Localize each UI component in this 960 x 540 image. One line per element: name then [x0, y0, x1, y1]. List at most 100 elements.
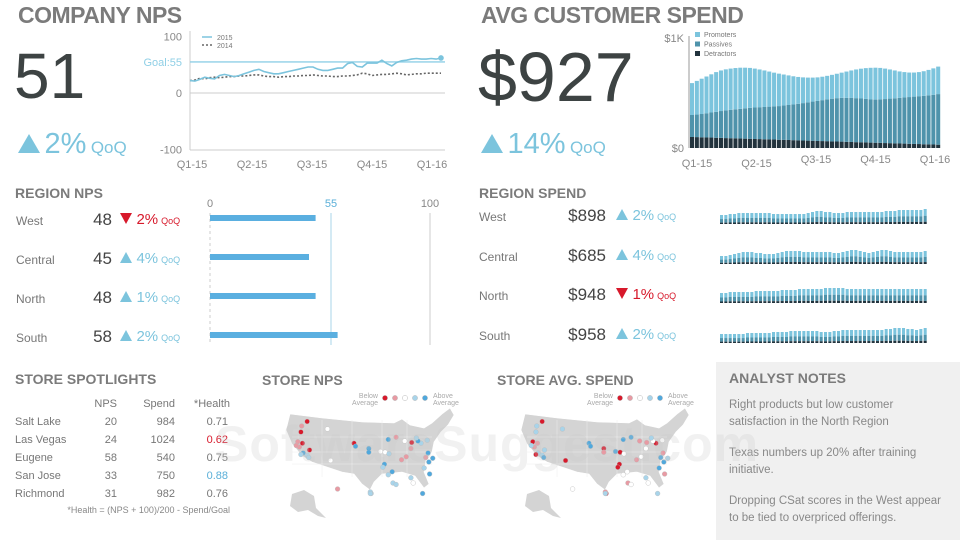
spark-bar: [828, 340, 832, 343]
spark-bar: [806, 213, 810, 218]
spark-bar: [845, 222, 849, 224]
store-dot: [377, 448, 384, 455]
spark-bar: [902, 216, 906, 222]
spark-bar: [915, 340, 919, 343]
spark-bar: [832, 300, 836, 303]
spark-bar: [737, 257, 741, 262]
bar-detractors: [801, 140, 806, 148]
spark-bar: [720, 215, 724, 220]
spark-bar: [763, 213, 767, 218]
store-health: 0.71: [206, 416, 228, 428]
bar-promoters: [709, 74, 714, 113]
spark-bar: [884, 216, 888, 223]
store-dot: [633, 457, 640, 463]
bar-promoters: [747, 67, 752, 108]
x-tick-label: Q2-15: [741, 158, 772, 170]
bar-promoters: [776, 73, 781, 107]
spark-bar: [819, 256, 823, 262]
bar-promoters: [912, 72, 917, 97]
spark-bar: [750, 251, 754, 257]
region-nps-bar: [210, 215, 316, 221]
spark-bar: [759, 337, 763, 341]
spark-bar: [806, 261, 810, 264]
store-dot: [393, 481, 399, 488]
store-dot: [409, 439, 415, 446]
spark-bar: [871, 340, 875, 343]
store-name: Las Vegas: [15, 434, 67, 446]
bar-passives: [791, 104, 796, 141]
region-name: North: [479, 289, 509, 303]
spark-bar: [893, 300, 897, 303]
spark-bar: [902, 221, 906, 224]
spark-bar: [915, 335, 919, 341]
spark-bar: [737, 222, 741, 224]
spark-bar: [919, 295, 923, 301]
spark-bar: [923, 295, 927, 301]
spark-bar: [858, 256, 862, 262]
spark-bar: [806, 295, 810, 301]
spark-bar: [871, 256, 875, 262]
spark-bar: [919, 340, 923, 343]
bar-passives: [772, 106, 777, 140]
spark-bar: [720, 341, 724, 343]
bar-promoters: [718, 70, 723, 112]
spark-bar: [780, 301, 784, 303]
store-nps: 24: [104, 434, 117, 446]
spark-bar: [815, 216, 819, 223]
spark-bar: [906, 256, 910, 262]
spark-bar: [850, 335, 854, 341]
spark-bar: [876, 222, 880, 224]
store-nps: 31: [104, 488, 117, 500]
spark-bar: [845, 300, 849, 303]
bar-detractors: [767, 139, 772, 148]
spark-bar: [876, 300, 880, 303]
bar-detractors: [757, 139, 762, 148]
spark-bar: [754, 301, 758, 303]
spark-bar: [915, 300, 919, 303]
spark-bar: [828, 331, 832, 337]
spark-bar: [811, 295, 815, 301]
bar-promoters: [854, 69, 859, 99]
spark-bar: [863, 335, 867, 341]
store-dot: [424, 437, 430, 443]
spark-bar: [785, 295, 789, 302]
spark-bar: [733, 214, 737, 219]
spark-bar: [750, 341, 754, 343]
spark-bar: [750, 337, 754, 341]
x-tick-label: Q1-15: [682, 158, 713, 170]
spark-bar: [763, 217, 767, 223]
bar-detractors: [912, 143, 917, 148]
spark-bar: [750, 222, 754, 224]
note: Dropping CSat scores in the West appear …: [729, 495, 942, 524]
spark-bar: [850, 212, 854, 218]
bar-detractors: [825, 141, 830, 148]
store-name: San Jose: [15, 470, 61, 482]
spark-bar: [728, 254, 732, 259]
spark-bar: [910, 210, 914, 217]
spark-bar: [759, 213, 763, 218]
spark-bar: [806, 330, 810, 336]
spark-bar: [798, 261, 802, 264]
bar-passives: [834, 98, 839, 142]
spark-bar: [832, 335, 836, 341]
spark-bar: [897, 289, 901, 296]
spark-bar: [746, 332, 750, 337]
region-spend-value: $898: [568, 206, 606, 225]
company-nps-change: 2% QoQ: [18, 128, 127, 161]
store-dot: [665, 455, 671, 461]
region-nps-title: REGION NPS: [15, 185, 103, 201]
spark-bar: [780, 336, 784, 341]
goal-label: Goal:55: [143, 57, 182, 69]
spark-bar: [919, 289, 923, 296]
bar-passives: [757, 107, 762, 140]
spark-bar: [798, 214, 802, 219]
bar-passives: [776, 106, 781, 140]
spark-bar: [728, 222, 732, 224]
store-spotlights-title: STORE SPOTLIGHTS: [15, 371, 157, 387]
bar-promoters: [738, 67, 743, 109]
bar-detractors: [936, 144, 941, 148]
spark-bar: [923, 250, 927, 257]
spark-bar: [759, 301, 763, 303]
spark-bar: [854, 249, 858, 256]
spark-bar: [772, 258, 776, 262]
